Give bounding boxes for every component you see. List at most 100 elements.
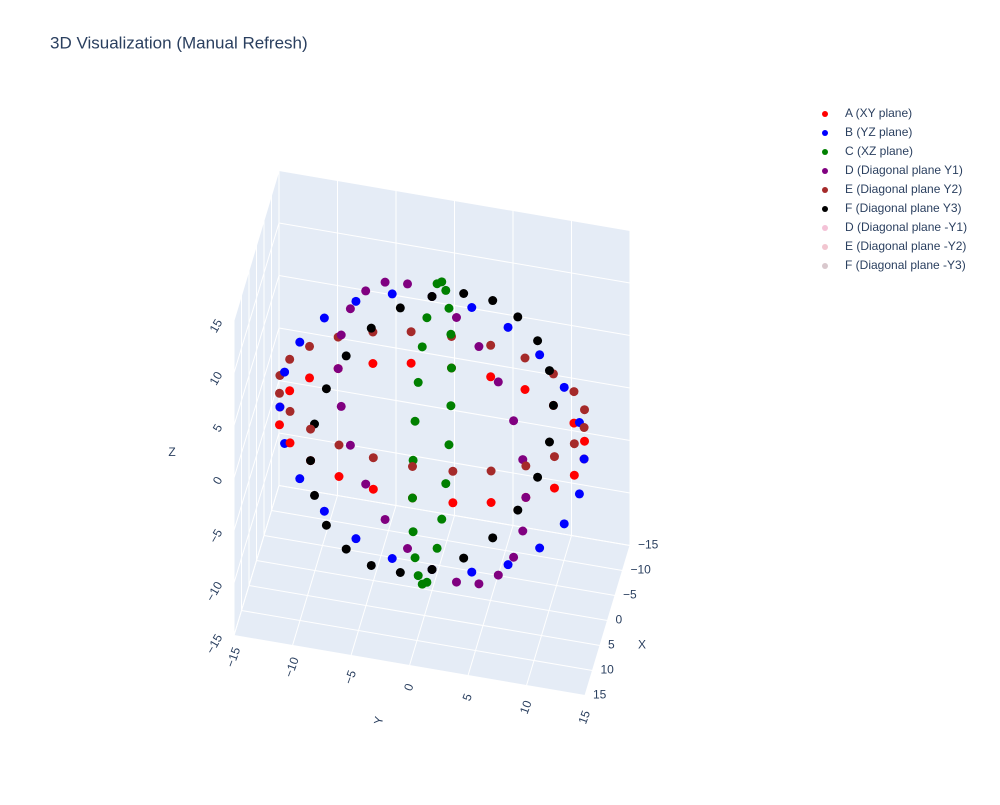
data-point [417,579,427,589]
data-point [444,303,454,313]
data-point [427,292,437,301]
data-point [535,543,545,553]
data-point [444,440,454,450]
data-point [280,367,290,377]
data-point [336,330,346,340]
data-point [549,483,559,493]
grid-line [233,432,280,584]
data-point [579,423,589,432]
data-point [305,373,315,383]
data-point [451,313,461,322]
grid-line [467,525,514,676]
x-tick-label: −15 [638,538,659,552]
data-point [446,329,456,339]
data-point [569,387,579,397]
data-point [509,552,519,562]
data-point [274,420,284,430]
x-tick-label: −10 [631,563,652,577]
data-point [285,354,295,364]
data-point [395,568,405,577]
legend-label: F (Diagonal plane Y3) [845,201,962,215]
data-point [559,519,569,529]
data-point [521,461,531,471]
z-tick-label: −10 [203,579,225,604]
data-point [559,382,569,392]
grid-line [233,275,280,426]
grid-line [292,495,338,646]
data-point [422,313,432,323]
z-tick-label: 0 [210,474,226,487]
data-point [403,279,413,289]
data-point [417,342,427,352]
legend-label: D (Diagonal plane -Y1) [845,220,967,234]
data-point [569,470,579,480]
data-point [486,466,496,476]
grid-line [278,485,631,546]
data-point [285,386,295,396]
data-point [432,543,442,553]
data-point [345,440,355,450]
z-tick-label: −5 [206,526,225,545]
data-point [548,400,558,410]
data-point [321,520,331,530]
data-point [336,401,346,411]
data-point [387,554,397,563]
data-point [406,358,416,368]
data-point [446,401,456,411]
data-point [488,296,498,306]
grid-line [278,170,631,231]
data-point [410,416,420,426]
data-point [503,322,513,332]
data-point [533,336,543,346]
grid-line [584,545,631,696]
legend-label: D (Diagonal plane Y1) [845,163,963,177]
data-point [544,437,554,447]
data-point [406,327,416,337]
data-point [410,553,420,563]
data-point [345,304,355,314]
grid-line [233,222,280,374]
data-point [474,342,484,352]
data-point [306,424,316,434]
data-point [441,285,451,295]
data-point [274,388,284,398]
x-tick-label: 0 [616,613,623,627]
data-point [408,527,418,537]
legend-marker [822,244,828,250]
data-point [295,474,305,484]
data-point [285,406,295,416]
data-point [448,498,458,508]
data-point [474,579,484,589]
data-point [380,514,390,524]
data-point [521,492,531,502]
grid-line [278,275,631,336]
legend-marker [822,149,828,155]
y-tick-label: 15 [575,708,593,726]
grid-line [233,327,280,479]
data-point [285,438,295,448]
data-point [549,452,559,462]
data-point [432,279,442,289]
data-point [579,454,589,464]
data-point [503,560,513,570]
data-point [509,416,519,426]
data-point [310,490,320,500]
data-point [295,337,305,347]
data-point [334,472,344,481]
data-point [305,341,315,351]
legend-marker [822,206,828,212]
legend-marker [822,187,828,193]
data-point [488,533,498,543]
data-point [351,534,361,544]
data-point [580,436,590,446]
data-point [520,385,530,394]
data-point [387,289,397,299]
data-point [467,303,477,312]
data-point [361,286,371,296]
y-axis-title: Y [371,715,386,725]
y-tick-label: −15 [223,645,243,669]
data-point [569,439,579,449]
legend-label: E (Diagonal plane -Y2) [845,239,966,253]
legend-label: A (XY plane) [845,106,912,120]
